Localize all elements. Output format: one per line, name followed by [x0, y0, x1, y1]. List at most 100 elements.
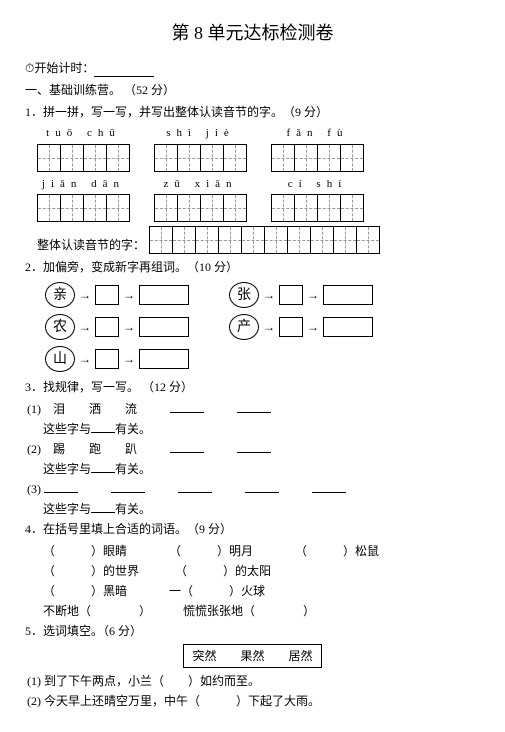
- q5-sub2[interactable]: (2) 今天早上还晴空万里，中午（ ）下起了大雨。: [27, 692, 480, 710]
- comp-item: 亲 → →: [45, 282, 189, 308]
- q4-line4: 不断地（ ） 慌慌张张地（ ）: [43, 602, 480, 620]
- blank-line[interactable]: [111, 481, 145, 493]
- q4-1c[interactable]: （ ）松鼠: [295, 544, 379, 558]
- arrow-icon: →: [263, 318, 275, 336]
- q4-1a[interactable]: （ ）眼睛: [43, 544, 127, 558]
- blank-box[interactable]: [279, 317, 303, 337]
- section-1-header: 一、基础训练营。 （52 分）: [25, 81, 480, 99]
- arrow-icon: →: [307, 286, 319, 304]
- blank-line[interactable]: [245, 481, 279, 493]
- arrow-icon: →: [79, 286, 91, 304]
- char-grid[interactable]: [37, 144, 130, 172]
- comp-row-2: 农 → → 产 → →: [45, 314, 480, 340]
- blank-line[interactable]: [170, 401, 204, 413]
- pinyin-group: shì jiè: [154, 125, 247, 172]
- sub3-chars: (3): [27, 482, 41, 496]
- blank-box-wide[interactable]: [323, 285, 373, 305]
- blank-line[interactable]: [178, 481, 212, 493]
- arrow-icon: →: [79, 350, 91, 368]
- rel-text: 这些字与: [43, 462, 91, 476]
- q5-wordbox: 突然 果然 居然: [183, 644, 321, 668]
- q4-line1: （ ）眼睛 （ ）明月 （ ）松鼠: [43, 542, 480, 560]
- q3-sub3: (3): [27, 480, 480, 498]
- rel-text2: 有关。: [115, 462, 151, 476]
- blank-box-wide[interactable]: [139, 285, 189, 305]
- blank-line[interactable]: [312, 481, 346, 493]
- blank-line[interactable]: [91, 461, 115, 473]
- q5-text: 5．选词填空。（6 分）: [25, 622, 480, 640]
- pinyin-group: jiǎn dān: [37, 176, 130, 223]
- arrow-icon: →: [263, 286, 275, 304]
- comp-item: 张 → →: [229, 282, 373, 308]
- blank-line[interactable]: [91, 421, 115, 433]
- q4-4a[interactable]: 不断地（ ）: [43, 604, 151, 618]
- rel-text: 这些字与: [43, 502, 91, 516]
- comp-item: 产 → →: [229, 314, 373, 340]
- q1-footer-row: 整体认读音节的字：: [37, 226, 480, 254]
- q3-sub2-rel: 这些字与 有关。: [43, 460, 480, 478]
- blank-line[interactable]: [237, 441, 271, 453]
- timer-blank[interactable]: [94, 76, 154, 77]
- blank-box[interactable]: [95, 349, 119, 369]
- pinyin-row-1: tuō chū shì jiè fǎn fù: [37, 125, 480, 172]
- q3-sub1: (1) 泪 洒 流: [27, 400, 480, 418]
- blank-line[interactable]: [91, 501, 115, 513]
- char-circle: 张: [229, 282, 259, 308]
- rel-text2: 有关。: [115, 422, 151, 436]
- q1-footer: 整体认读音节的字：: [37, 236, 145, 254]
- q4-3b[interactable]: 一（ ）火球: [169, 584, 265, 598]
- q3-sub3-rel: 这些字与 有关。: [43, 500, 480, 518]
- q3-text: 3．找规律，写一写。 （12 分）: [25, 378, 480, 396]
- arrow-icon: →: [123, 318, 135, 336]
- pinyin-label: fǎn fù: [287, 125, 349, 142]
- rel-text2: 有关。: [115, 502, 151, 516]
- timer-row: ⏱开始计时：: [25, 59, 480, 77]
- q5-wordbox-wrap: 突然 果然 居然: [25, 644, 480, 668]
- pinyin-row-2: jiǎn dān zǔ xiān cí shí: [37, 176, 480, 223]
- q2-text: 2．加偏旁，变成新字再组词。 （10 分）: [25, 258, 480, 276]
- char-circle: 产: [229, 314, 259, 340]
- char-circle: 山: [45, 346, 75, 372]
- comp-row-1: 亲 → → 张 → →: [45, 282, 480, 308]
- blank-line[interactable]: [44, 481, 78, 493]
- pinyin-label: jiǎn dān: [42, 176, 125, 193]
- char-grid-long[interactable]: [149, 226, 380, 254]
- q4-3a[interactable]: （ ）黑暗: [43, 584, 127, 598]
- blank-box[interactable]: [279, 285, 303, 305]
- q4-4b[interactable]: 慌慌张张地（ ）: [183, 604, 315, 618]
- q4-line2: （ ）的世界 （ ）的太阳: [43, 562, 480, 580]
- pinyin-label: zǔ xiān: [163, 176, 237, 193]
- char-grid[interactable]: [271, 194, 364, 222]
- blank-box[interactable]: [95, 317, 119, 337]
- pinyin-group: fǎn fù: [271, 125, 364, 172]
- char-circle: 农: [45, 314, 75, 340]
- char-grid[interactable]: [154, 194, 247, 222]
- comp-row-3: 山 → →: [45, 346, 480, 372]
- pinyin-group: cí shí: [271, 176, 364, 223]
- blank-line[interactable]: [170, 441, 204, 453]
- blank-box-wide[interactable]: [139, 317, 189, 337]
- arrow-icon: →: [123, 286, 135, 304]
- q4-line3: （ ）黑暗 一（ ）火球: [43, 582, 480, 600]
- pinyin-label: shì jiè: [166, 125, 235, 142]
- page-title: 第 8 单元达标检测卷: [25, 20, 480, 47]
- pinyin-group: zǔ xiān: [154, 176, 247, 223]
- q4-2b[interactable]: （ ）的太阳: [175, 564, 271, 578]
- blank-box[interactable]: [95, 285, 119, 305]
- blank-box-wide[interactable]: [139, 349, 189, 369]
- q4-1b[interactable]: （ ）明月: [169, 544, 253, 558]
- pinyin-label: tuō chū: [46, 125, 121, 142]
- blank-box-wide[interactable]: [323, 317, 373, 337]
- pinyin-label: cí shí: [288, 176, 348, 193]
- comp-item: 山 → →: [45, 346, 189, 372]
- rel-text: 这些字与: [43, 422, 91, 436]
- blank-line[interactable]: [237, 401, 271, 413]
- q3-sub2: (2) 踢 跑 趴: [27, 440, 480, 458]
- char-grid[interactable]: [154, 144, 247, 172]
- q4-text: 4．在括号里填上合适的词语。 （9 分）: [25, 520, 480, 538]
- q4-2a[interactable]: （ ）的世界: [43, 564, 139, 578]
- q5-sub1[interactable]: (1) 到了下午两点，小兰（ ）如约而至。: [27, 672, 480, 690]
- char-grid[interactable]: [271, 144, 364, 172]
- q1-text: 1．拼一拼，写一写，并写出整体认读音节的字。 （9 分）: [25, 103, 480, 121]
- char-grid[interactable]: [37, 194, 130, 222]
